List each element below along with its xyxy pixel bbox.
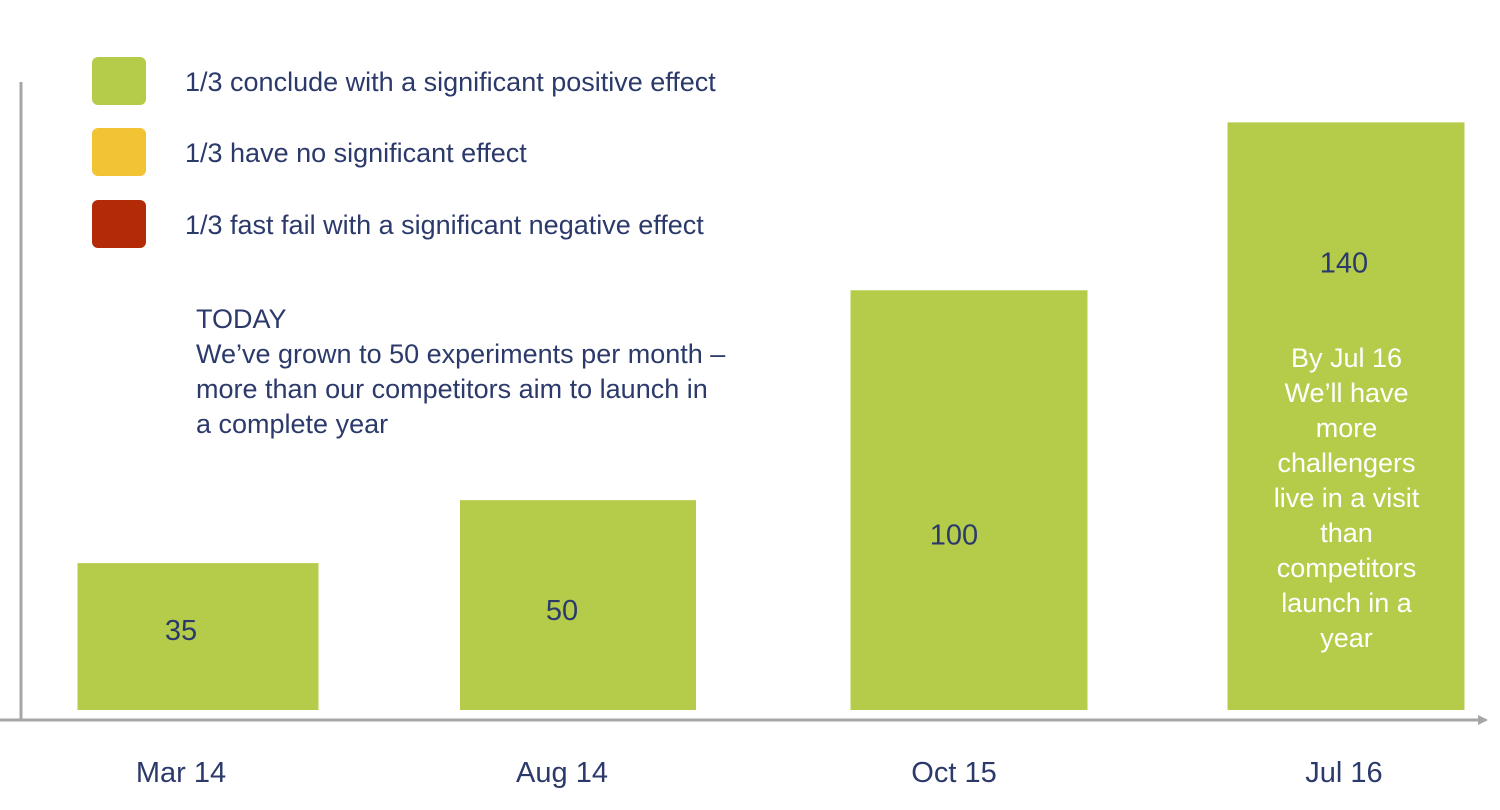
annotation-line: more than our competitors aim to launch … [196,374,708,404]
x-tick-label: Mar 14 [136,757,226,789]
note-line: competitors [1276,553,1417,583]
note-line: year [1320,623,1373,653]
x-tick-label: Jul 16 [1305,757,1382,789]
x-tick-label: Aug 14 [516,757,608,789]
note-line: launch in a [1281,588,1412,618]
note-line: more [1315,413,1378,443]
annotation-line: TODAY [196,304,287,334]
data-label: 100 [930,519,978,551]
bar-oct-15 [850,290,1088,710]
jul16-bar-note: By Jul 16 We’ll have more challengers li… [1230,341,1463,656]
today-annotation: TODAY We’ve grown to 50 experiments per … [196,302,796,442]
note-line: By Jul 16 [1290,343,1403,373]
x-tick-label: Oct 15 [911,757,996,789]
note-line: We’ll have [1284,378,1409,408]
annotation-line: a complete year [196,409,389,439]
data-label: 35 [165,615,197,647]
legend-swatch-green [92,57,146,105]
bar-mar-14 [77,563,319,710]
legend-label: 1/3 have no significant effect [185,138,527,168]
data-label: 50 [546,595,578,627]
legend-swatch-yellow [92,128,146,176]
bar-aug-14 [460,500,696,710]
legend-swatch-red [92,200,146,248]
legend-label: 1/3 fast fail with a significant negativ… [185,210,704,240]
note-line: than [1320,518,1373,548]
legend-label: 1/3 conclude with a significant positive… [185,67,716,97]
annotation-line: We’ve grown to 50 experiments per month … [196,339,726,369]
note-line: live in a visit [1273,483,1420,513]
bar-jul-16 [1227,122,1465,711]
data-label: 140 [1320,247,1368,279]
note-line: challengers [1277,448,1416,478]
